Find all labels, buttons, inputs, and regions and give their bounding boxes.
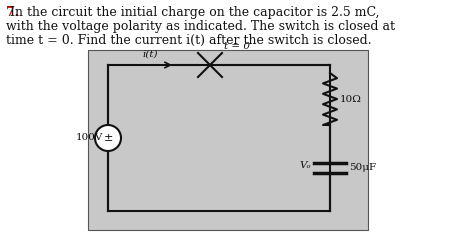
Text: time t = 0. Find the current i(t) after the switch is closed.: time t = 0. Find the current i(t) after … [6, 34, 372, 47]
Text: i(t): i(t) [142, 50, 158, 59]
Circle shape [95, 125, 121, 151]
Bar [88, 50, 368, 230]
Text: t = 0: t = 0 [224, 42, 250, 51]
Text: In the circuit the initial charge on the capacitor is 2.5 mC,: In the circuit the initial charge on the… [6, 6, 380, 19]
Text: with the voltage polarity as indicated. The switch is closed at: with the voltage polarity as indicated. … [6, 20, 395, 33]
Text: 10Ω: 10Ω [340, 95, 362, 103]
Text: ±: ± [103, 133, 113, 143]
Text: 100V: 100V [76, 134, 103, 143]
Text: 7.: 7. [6, 6, 19, 19]
Text: Vₒ: Vₒ [300, 161, 311, 171]
Text: 50μF: 50μF [349, 164, 376, 172]
